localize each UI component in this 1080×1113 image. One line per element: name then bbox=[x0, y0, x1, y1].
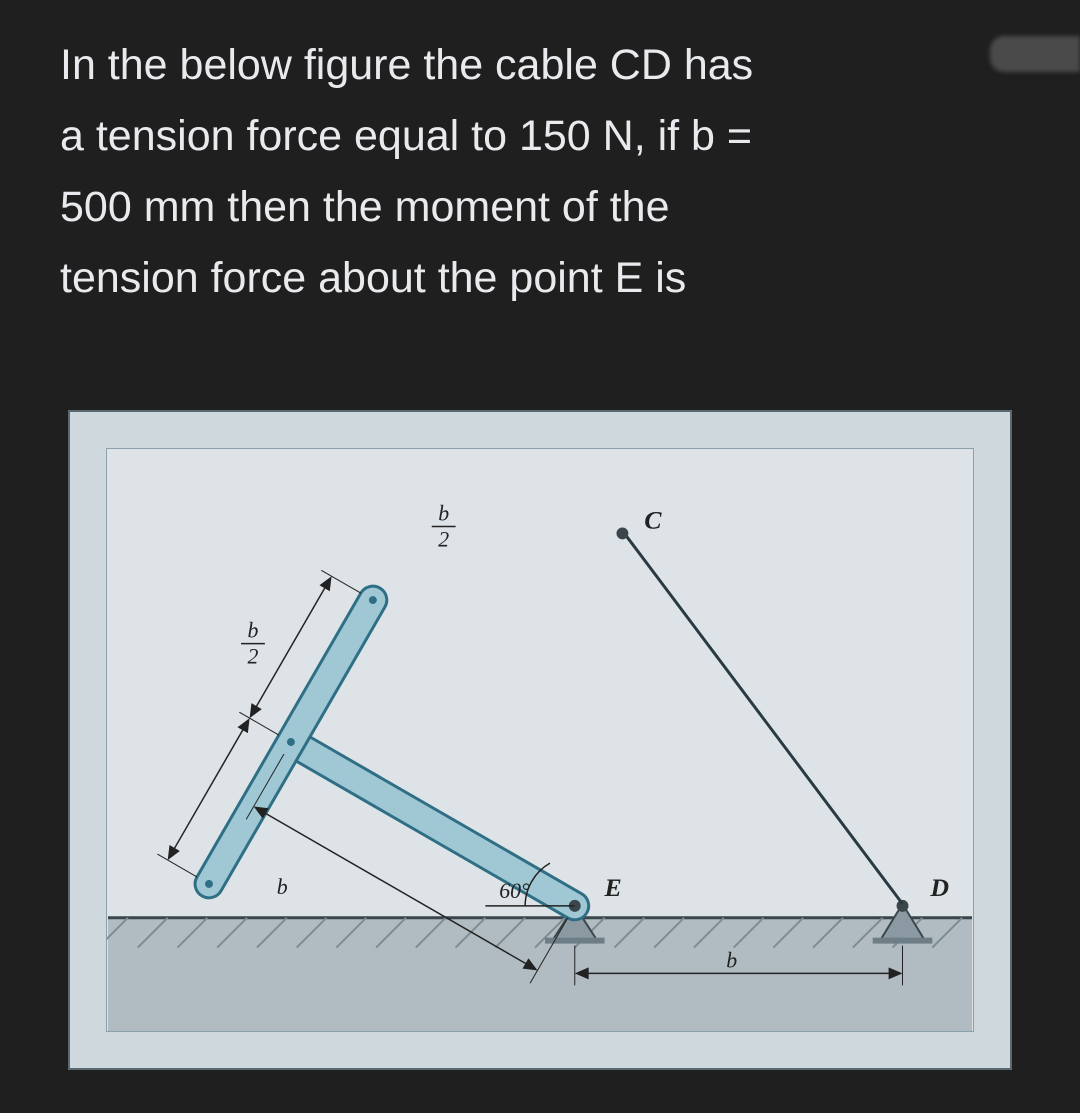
dim-b2-right-label: b 2 bbox=[432, 502, 456, 552]
q-line-3: 500 mm then the moment of the bbox=[60, 183, 670, 231]
figure-frame: 60° C E D b bbox=[68, 410, 1012, 1070]
mechanics-diagram: 60° C E D b bbox=[107, 449, 973, 1031]
joint-c bbox=[616, 527, 628, 539]
question-text: In the below figure the cable CD has a t… bbox=[0, 0, 1080, 334]
label-d: D bbox=[929, 873, 949, 902]
dim-b2-crossbar bbox=[157, 570, 360, 877]
angle-label: 60° bbox=[499, 879, 530, 903]
cable-cd bbox=[624, 533, 902, 903]
svg-text:b: b bbox=[438, 502, 449, 526]
svg-text:b: b bbox=[248, 619, 259, 643]
dim-b2-left-label: b 2 bbox=[241, 619, 265, 669]
figure-inner: 60° C E D b bbox=[106, 448, 974, 1032]
q-line-2: a tension force equal to 150 N, if b = bbox=[60, 112, 752, 160]
dim-b-bottom-label: b bbox=[726, 948, 737, 972]
redaction-smudge bbox=[990, 36, 1080, 72]
q-line-1: In the below figure the cable CD has bbox=[60, 41, 753, 89]
label-e: E bbox=[604, 873, 622, 902]
ground-fill bbox=[108, 918, 972, 1031]
dim-b-side-label: b bbox=[277, 875, 288, 899]
label-c: C bbox=[644, 505, 662, 534]
svg-text:2: 2 bbox=[438, 527, 449, 551]
svg-text:2: 2 bbox=[248, 645, 259, 669]
q-line-4: tension force about the point E is bbox=[60, 254, 686, 302]
